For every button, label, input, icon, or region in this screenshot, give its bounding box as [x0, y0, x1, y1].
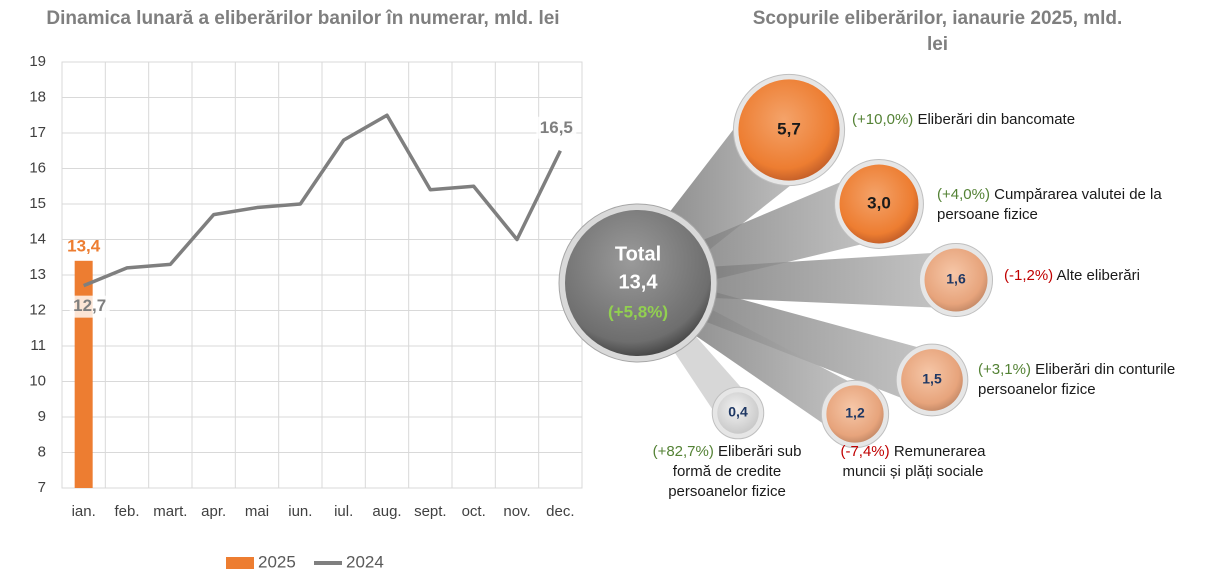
data-label: 13,4: [67, 236, 101, 255]
x-tick-label: nov.: [503, 503, 530, 520]
y-tick-label: 11: [30, 337, 46, 354]
category-name: Alte eliberări: [1056, 267, 1140, 284]
bubble: [717, 392, 759, 434]
legend-swatch: [226, 557, 254, 569]
category-label: (+82,7%) Eliberări sub formă de credite …: [632, 442, 822, 502]
category-label: (+4,0%) Cumpărarea valutei de la persoan…: [937, 185, 1167, 225]
bubble-value: 0,4: [728, 404, 748, 420]
y-tick-label: 12: [29, 301, 46, 318]
chart-title: Dinamica lunară a eliberărilor banilor î…: [46, 8, 560, 29]
category-name: Eliberări sub formă de credite persoanel…: [668, 443, 802, 500]
legend-label: 2025: [258, 552, 296, 571]
x-tick-label: mai: [245, 503, 269, 520]
category-name: Cumpărarea valutei de la persoane fizice: [937, 186, 1162, 223]
bar: [74, 260, 93, 488]
y-tick-label: 15: [29, 195, 46, 212]
total-bubble: [565, 210, 711, 356]
bubble-value: 3,0: [867, 193, 891, 212]
total-change: (+5,8%): [608, 302, 668, 321]
x-tick-label: ian.: [72, 503, 96, 520]
x-tick-label: mart.: [153, 503, 187, 520]
total-label: Total: [615, 243, 661, 265]
x-tick-label: dec.: [546, 503, 574, 520]
change-label: (+82,7%): [652, 443, 714, 460]
y-tick-label: 14: [29, 230, 46, 247]
y-tick-label: 10: [29, 372, 46, 389]
bubble-value: 1,6: [946, 271, 966, 287]
y-tick-label: 19: [29, 53, 46, 70]
category-name: Remunerarea muncii și plăți sociale: [842, 443, 986, 480]
category-label: (-1,2%) Alte eliberări: [1004, 266, 1204, 286]
bubble-value: 1,5: [922, 371, 942, 387]
bubble: [839, 164, 919, 244]
chart-title: Scopurile eliberărilor, ianaurie 2025, m…: [752, 8, 1123, 55]
total-value: 13,4: [619, 271, 659, 293]
x-tick-label: apr.: [201, 503, 226, 520]
y-tick-label: 17: [29, 124, 46, 141]
y-tick-label: 18: [29, 88, 46, 105]
legend-label: 2024: [346, 552, 384, 571]
y-tick-label: 7: [38, 479, 46, 496]
category-name: Eliberări din conturile persoanelor fizi…: [978, 361, 1176, 398]
y-tick-label: 16: [29, 159, 46, 176]
x-tick-label: feb.: [114, 503, 139, 520]
line: [83, 113, 562, 288]
data-label: 12,7: [73, 296, 106, 315]
x-tick-label: sept.: [414, 503, 447, 520]
x-tick-label: iul.: [334, 503, 353, 520]
bubble: [738, 79, 840, 181]
bubble: [924, 248, 988, 312]
category-label: (+3,1%) Eliberări din conturile persoane…: [978, 360, 1210, 400]
data-label-bg: [536, 116, 577, 139]
change-label: (-7,4%): [840, 443, 890, 460]
change-label: (+3,1%): [978, 361, 1031, 378]
bubble: [901, 349, 963, 411]
x-tick-label: iun.: [288, 503, 312, 520]
category-label: (+10,0%) Eliberări din bancomate: [852, 110, 1172, 130]
change-label: (+10,0%): [852, 111, 914, 128]
y-tick-label: 9: [38, 408, 46, 425]
y-tick-label: 13: [29, 266, 46, 283]
change-label: (-1,2%): [1004, 267, 1054, 284]
x-tick-label: aug.: [372, 503, 401, 520]
y-tick-label: 8: [38, 443, 46, 460]
bubble-value: 5,7: [777, 119, 801, 138]
x-tick-label: oct.: [462, 503, 486, 520]
category-name: Eliberări din bancomate: [917, 111, 1076, 128]
category-label: (-7,4%) Remunerarea muncii și plăți soci…: [818, 442, 1008, 482]
change-label: (+4,0%): [937, 186, 990, 203]
data-label-bg: [69, 295, 110, 318]
bubble-value: 1,2: [845, 405, 865, 421]
bubble: [826, 385, 884, 443]
data-label: 16,5: [540, 118, 573, 137]
